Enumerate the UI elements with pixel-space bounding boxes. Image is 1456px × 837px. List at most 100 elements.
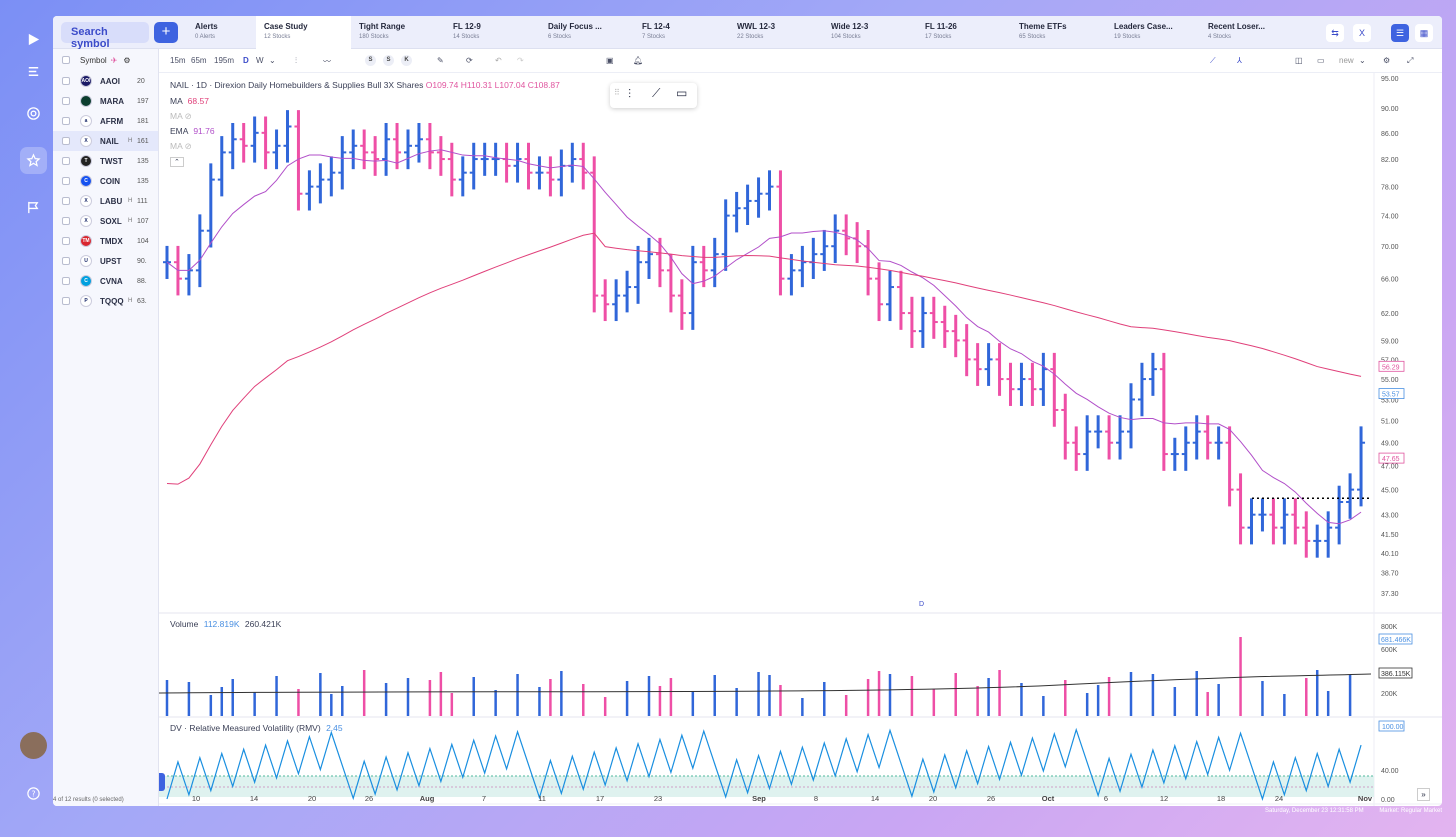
watchlist-tab[interactable]: FL 11-26 17 Stocks [917, 16, 1012, 49]
row-checkbox[interactable] [62, 277, 70, 285]
menu-icon[interactable] [20, 58, 47, 85]
interval-65m[interactable]: 65m [191, 56, 207, 65]
pencil-icon[interactable]: ✎ [437, 56, 444, 65]
list-view-icon[interactable]: ☰ [1391, 24, 1409, 42]
symbol-column-header[interactable]: Symbol [80, 55, 107, 65]
row-checkbox[interactable] [62, 257, 70, 265]
watchlist-tab[interactable]: Tight Range 180 Stocks [351, 16, 446, 49]
radar-icon[interactable] [20, 100, 47, 127]
row-checkbox[interactable] [62, 297, 70, 305]
help-icon[interactable]: ? [20, 780, 47, 807]
layout-name[interactable]: new [1339, 56, 1354, 65]
watchlist-row[interactable]: X LABU H 111 [53, 191, 158, 211]
chevron-down-icon[interactable]: ⌄ [269, 56, 276, 65]
watchlist-tab[interactable]: FL 12-9 14 Stocks [445, 16, 540, 49]
s-circle-button[interactable]: S [365, 55, 376, 66]
watchlist-row[interactable]: U UPST 90. [53, 251, 158, 271]
watchlist-row[interactable]: X SOXL H 107 [53, 211, 158, 231]
calendar-icon[interactable]: ▣ [606, 56, 614, 65]
grid-view-icon[interactable]: ▦ [1415, 24, 1433, 42]
tab-subtitle: 65 Stocks [1019, 34, 1046, 40]
watchlist-row[interactable]: a AFRM 181 [53, 111, 158, 131]
row-checkbox[interactable] [62, 117, 70, 125]
price-chart-svg[interactable]: 95.0090.0086.0082.0078.0074.0070.0066.00… [159, 73, 1442, 806]
date-tick-label: 24 [1275, 794, 1283, 803]
company-logo-icon: X [80, 195, 92, 207]
bar-tool-icon[interactable]: ⫶ [628, 87, 632, 101]
collapse-legend-button[interactable]: ⌃ [170, 157, 184, 167]
ma1-legend[interactable]: MA 68.57 [170, 96, 209, 106]
watchlist-tab[interactable]: WWL 12-3 22 Stocks [729, 16, 824, 49]
logo-icon[interactable] [20, 26, 47, 53]
chart-area[interactable]: 95.00 90.00 86.00 82.00 78.00 74.00 70.00 66.00… [159, 73, 1442, 806]
eye-off-icon[interactable]: ⊘ [184, 111, 192, 121]
interval-weekly[interactable]: W [256, 56, 264, 65]
row-checkbox[interactable] [62, 177, 70, 185]
trendline-tool-icon[interactable]: ⟋ [652, 86, 661, 100]
redo-icon[interactable]: ↷ [517, 56, 524, 65]
chart-line-icon[interactable]: ⟋ [1210, 56, 1216, 65]
drag-handle-icon[interactable]: ⠿ [614, 88, 620, 97]
bell-icon[interactable]: 🔔︎ [633, 56, 644, 65]
watchlist-row[interactable]: T TWST 135 [53, 151, 158, 171]
chevron-down-icon-2[interactable]: ⌄ [1359, 56, 1366, 65]
bar-type-icon[interactable]: ⫶ [295, 56, 297, 65]
eye-off-icon-2[interactable]: ⊘ [184, 141, 192, 151]
add-watchlist-button[interactable]: + [154, 22, 178, 43]
ema-legend[interactable]: EMA 91.76 [170, 126, 215, 136]
row-checkbox[interactable] [62, 137, 70, 145]
watchlist-tab[interactable]: Theme ETFs 65 Stocks [1011, 16, 1106, 49]
row-checkbox[interactable] [62, 237, 70, 245]
ma3-legend[interactable]: MA ⊘ [170, 141, 192, 152]
s-circle-button-2[interactable]: S [383, 55, 394, 66]
x-logo-icon[interactable]: X [1353, 24, 1371, 42]
watchlist-row[interactable]: TM TMDX 104 [53, 231, 158, 251]
watchlist-tab[interactable]: Leaders Case... 19 Stocks [1106, 16, 1201, 49]
settings-icon[interactable]: ⚙ [123, 55, 131, 65]
watchlist-row[interactable]: P TQQQ H 63. [53, 291, 158, 311]
interval-15m[interactable]: 15m [170, 56, 186, 65]
watchlist-row[interactable]: AOI AAOI 20 [53, 71, 158, 91]
interval-daily[interactable]: D [243, 56, 249, 65]
layout-icon[interactable]: ◫ [1295, 56, 1303, 65]
watchlist-row[interactable]: C COIN 135 [53, 171, 158, 191]
row-checkbox[interactable] [62, 77, 70, 85]
watchlist-tabs-bar: Search symbol + Alerts 0 Alerts Case Study… [53, 16, 1442, 50]
search-input[interactable]: Search symbol [61, 22, 149, 50]
row-checkbox[interactable] [62, 97, 70, 105]
folder-icon[interactable]: ▭ [1317, 56, 1325, 65]
watchlist-tab[interactable]: Case Study 12 Stocks [256, 16, 351, 49]
gear-icon[interactable]: ⚙ [1383, 56, 1391, 65]
select-all-checkbox[interactable] [62, 56, 70, 64]
scroll-right-button[interactable]: » [1417, 788, 1430, 801]
interval-195m[interactable]: 195m [214, 56, 235, 65]
row-checkbox[interactable] [62, 197, 70, 205]
row-checkbox[interactable] [62, 217, 70, 225]
watchlist-row[interactable]: C CVNA 88. [53, 271, 158, 291]
avatar[interactable] [20, 732, 47, 759]
pane-handle[interactable] [159, 773, 165, 791]
share-icon[interactable]: ⇆ [1326, 24, 1344, 42]
watchlist-tab[interactable]: Wide 12-3 104 Stocks [823, 16, 918, 49]
comment-tool-icon[interactable]: ▭ [676, 86, 688, 100]
compare-icon[interactable]: ⅄ [1237, 56, 1242, 65]
high-value: H110.31 [460, 80, 493, 90]
refresh-icon[interactable]: ⟳ [466, 56, 473, 65]
undo-icon[interactable]: ↶ [495, 56, 502, 65]
watchlist-row[interactable]: X NAIL H 161 [53, 131, 158, 151]
watchlist-tab[interactable]: FL 12-4 7 Stocks [634, 16, 729, 49]
flag-icon[interactable] [20, 194, 47, 221]
ma2-legend[interactable]: MA ⊘ [170, 111, 192, 122]
company-logo-icon: TM [80, 235, 92, 247]
date-tick-label: Sep [752, 794, 766, 803]
ema-label: EMA [170, 126, 188, 136]
watchlist-tab[interactable]: Alerts 0 Alerts [187, 16, 256, 49]
watchlist-tab[interactable]: Recent Loser... 4 Stocks [1200, 16, 1295, 49]
k-circle-button[interactable]: K [401, 55, 412, 66]
indicators-icon[interactable]: 〰 [323, 57, 331, 66]
watchlist-tab[interactable]: Daily Focus ... 6 Stocks [540, 16, 635, 49]
star-icon[interactable] [20, 147, 47, 174]
fullscreen-icon[interactable]: ⤢ [1407, 56, 1414, 65]
watchlist-row[interactable]: MARA 197 [53, 91, 158, 111]
row-checkbox[interactable] [62, 157, 70, 165]
